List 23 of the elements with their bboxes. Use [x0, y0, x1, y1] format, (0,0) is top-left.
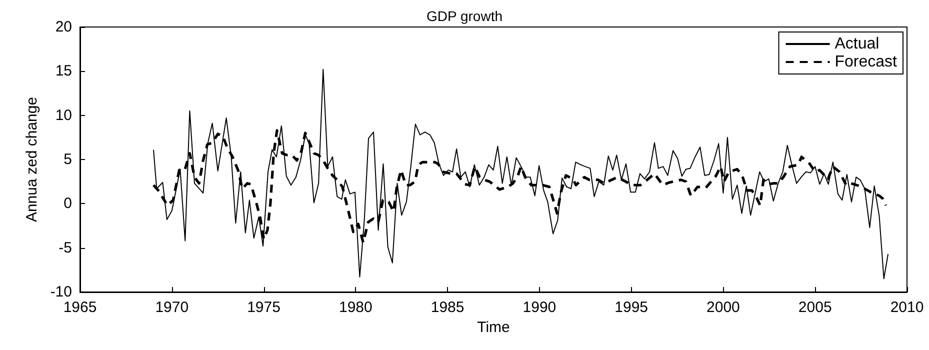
legend-label: Actual	[834, 36, 880, 52]
x-tick-label: 1990	[522, 299, 556, 316]
chart-title: GDP growth	[426, 8, 502, 24]
x-tick-label: 1970	[155, 299, 189, 316]
x-tick-label: 2010	[890, 299, 924, 316]
x-tick-label: 1975	[247, 299, 280, 316]
y-tick-label: -10	[50, 284, 72, 300]
x-tick-label: 1985	[430, 299, 464, 316]
x-tick-label: 2005	[798, 299, 832, 316]
line-series	[153, 68, 889, 280]
y-tick-label: 10	[55, 106, 72, 124]
y-tick-label: 20	[55, 18, 72, 36]
y-tick-label: -5	[58, 239, 72, 256]
legend-label: Forecast	[834, 54, 898, 70]
y-tick-label: 5	[64, 151, 72, 168]
x-tick-label: 2000	[706, 299, 740, 316]
y-tick-label: 0	[64, 195, 72, 212]
x-tick-label: 1965	[63, 299, 97, 316]
y-axis-title: Annua zed change	[23, 96, 40, 222]
x-tick-label: 1995	[614, 299, 648, 316]
x-tick-label: 1980	[338, 299, 372, 316]
x-axis-title: Time	[477, 318, 510, 336]
y-tick-label: 15	[55, 62, 72, 80]
